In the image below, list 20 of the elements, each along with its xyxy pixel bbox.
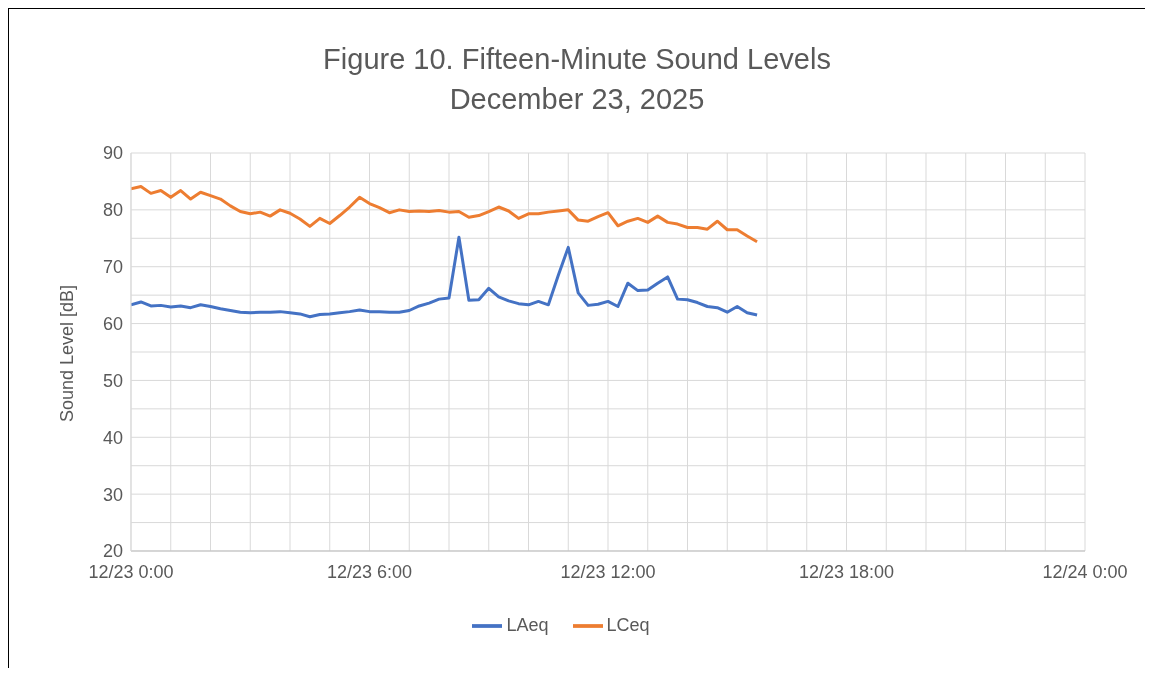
legend-label: LCeq (606, 614, 650, 635)
chart-title: Figure 10. Fifteen-Minute Sound Levels (322, 42, 832, 77)
y-tick-label: 60 (102, 313, 123, 334)
x-tick-label: 12/23 12:00 (560, 561, 656, 582)
line-series (131, 235, 759, 319)
x-tick-label: 12/23 18:00 (798, 561, 895, 582)
y-tick-label: 50 (102, 370, 123, 391)
line-series (131, 185, 759, 244)
y-axis-title: Sound Level [dB] (57, 284, 78, 422)
x-tick-label: 12/24 0:00 (1042, 561, 1128, 582)
y-tick-label: 30 (102, 484, 123, 505)
chart-subtitle: December 23, 2025 (448, 82, 706, 117)
y-tick-label: 80 (102, 200, 123, 221)
y-tick-label: 70 (102, 257, 123, 278)
y-tick-label: 90 (102, 143, 123, 164)
x-tick-label: 12/23 0:00 (88, 561, 174, 582)
y-tick-label: 20 (102, 541, 123, 562)
y-tick-label: 40 (102, 427, 123, 448)
x-tick-label: 12/23 6:00 (326, 561, 413, 582)
legend-label: LAeq (506, 614, 549, 635)
